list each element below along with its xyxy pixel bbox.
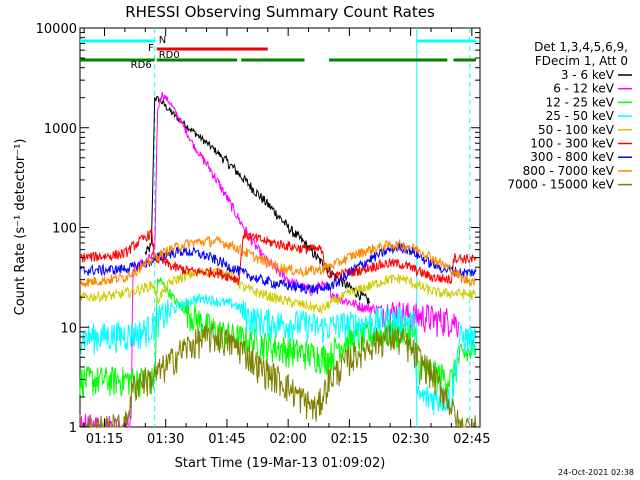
legend-header-line-2: FDecim 1, Att 0: [535, 54, 628, 68]
y-axis-label: Count Rate (s⁻¹ detector⁻¹): [13, 139, 28, 316]
x-tick-label: 01:45: [208, 432, 245, 447]
status-bar-label: N: [159, 35, 166, 46]
x-tick-label: 02:45: [453, 432, 490, 447]
x-tick-label: 02:00: [269, 432, 306, 447]
series-line: [79, 242, 477, 295]
series-line: [79, 292, 477, 416]
y-axis-ticks: 1 10 100 1000 10000: [36, 22, 480, 436]
series-line: [79, 266, 477, 314]
x-tick-label: 02:15: [331, 432, 368, 447]
legend-entry-label: 50 - 100 keV: [538, 123, 615, 137]
series-line: [79, 323, 477, 429]
x-tick-label: 01:15: [86, 432, 123, 447]
legend-entry-label: 3 - 6 keV: [561, 68, 615, 82]
y-tick-label: 1000: [44, 122, 77, 137]
y-tick-label: 1: [69, 421, 77, 436]
legend-header-line-1: Det 1,3,4,5,6,9,: [534, 40, 628, 54]
legend-entry-label: 7000 - 15000 keV: [507, 178, 614, 192]
x-tick-label: 01:30: [147, 432, 184, 447]
x-axis-ticks: 01:15 01:30 01:45 02:00 02:15 02:30 02:45: [83, 28, 491, 447]
legend-entry-label: 300 - 800 keV: [530, 150, 614, 164]
legend: Det 1,3,4,5,6,9, FDecim 1, Att 0 3 - 6 k…: [507, 40, 632, 192]
legend-entry-label: 6 - 12 keV: [553, 82, 615, 96]
legend-entry-label: 100 - 300 keV: [530, 137, 614, 151]
legend-entry-label: 800 - 7000 keV: [523, 164, 615, 178]
status-bar-label: F: [148, 43, 154, 54]
y-tick-label: 10000: [36, 22, 77, 37]
x-axis-label: Start Time (19-Mar-13 01:09:02): [175, 456, 386, 471]
series-line: [79, 235, 477, 288]
legend-entry-label: 25 - 50 keV: [546, 109, 615, 123]
series-line: [79, 228, 477, 285]
data-series: [79, 92, 477, 429]
y-tick-label: 10: [60, 321, 77, 336]
legend-entry-label: 12 - 25 keV: [546, 95, 615, 109]
status-bar-label: RD6: [131, 60, 152, 71]
status-bars: NF RD0 RD6: [80, 35, 476, 71]
footer-timestamp: 24-Oct-2021 02:38: [558, 468, 634, 477]
chart-title: RHESSI Observing Summary Count Rates: [125, 3, 435, 21]
x-tick-label: 02:30: [392, 432, 429, 447]
y-tick-label: 100: [52, 222, 77, 237]
status-bar-label: RD0: [159, 50, 180, 61]
